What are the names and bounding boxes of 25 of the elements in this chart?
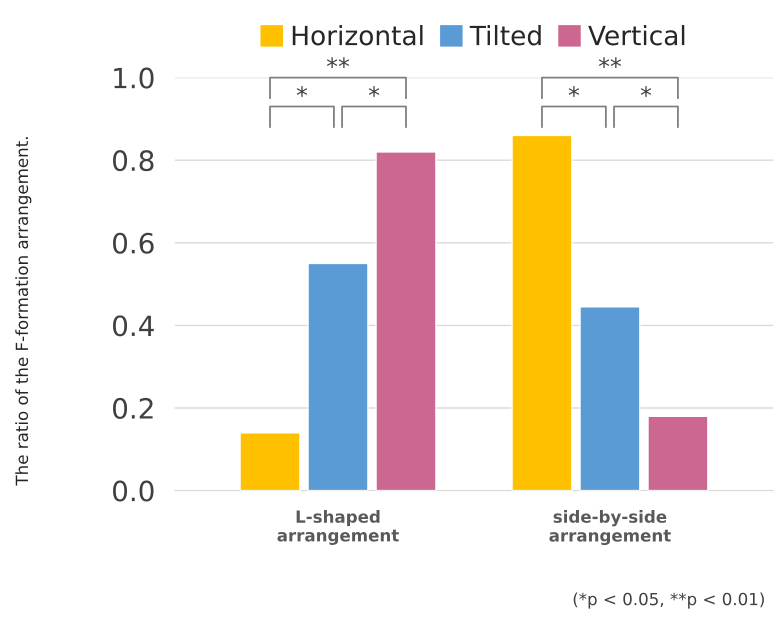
annotation: *: [640, 86, 652, 97]
x-tick-label: L-shaped arrangement: [277, 510, 399, 545]
bar: [375, 151, 437, 491]
bar: [647, 416, 709, 491]
bar: [579, 306, 641, 491]
annotation: *: [296, 86, 308, 97]
annotation: *: [568, 86, 580, 97]
text: **: [598, 57, 622, 68]
text: (*p < 0.05, **p < 0.01): [574, 592, 764, 609]
bar: [307, 262, 369, 491]
y-tick-label: 1.0: [114, 68, 154, 89]
y-tick-label: 0.4: [113, 315, 154, 336]
bar: [239, 432, 301, 491]
legend-label: Tilted: [470, 25, 541, 46]
y-tick-label: 0.6: [113, 232, 154, 254]
annotation: *: [368, 86, 380, 97]
y-tick-label: 0.8: [113, 150, 154, 172]
y-tick-label: 0.0: [113, 480, 154, 502]
text: **: [326, 57, 350, 68]
y-axis-title: The ratio of the F-formation arrangement.: [15, 137, 32, 486]
bar: [511, 134, 573, 491]
y-tick-label: 0.2: [113, 398, 153, 419]
legend-label: Vertical: [588, 25, 684, 46]
x-tick-label: side-by-side arrangement: [549, 510, 671, 546]
legend-label: Horizontal: [292, 25, 422, 46]
